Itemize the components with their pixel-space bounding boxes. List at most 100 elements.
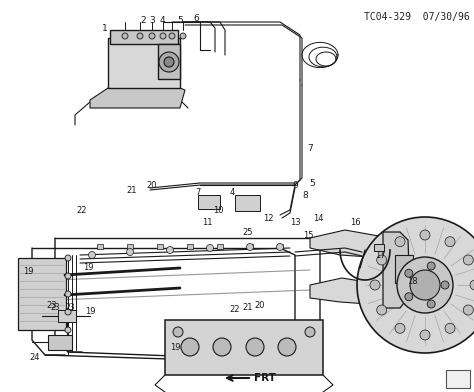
Bar <box>127 244 133 249</box>
Text: 8: 8 <box>302 191 308 200</box>
Text: 9: 9 <box>292 180 298 189</box>
Circle shape <box>377 255 387 265</box>
Text: 14: 14 <box>313 214 323 223</box>
Bar <box>108 38 180 88</box>
Text: 3: 3 <box>149 16 155 25</box>
Text: TC04-329  07/30/96: TC04-329 07/30/96 <box>364 12 470 22</box>
Circle shape <box>420 230 430 240</box>
Circle shape <box>166 247 173 254</box>
Text: 20: 20 <box>147 180 157 189</box>
Bar <box>395 255 413 283</box>
Text: 11: 11 <box>202 218 212 227</box>
Bar <box>97 244 103 249</box>
Circle shape <box>181 338 199 356</box>
Text: 5: 5 <box>309 178 315 187</box>
Text: 12: 12 <box>263 214 273 223</box>
Circle shape <box>420 330 430 340</box>
Circle shape <box>441 281 449 289</box>
Text: 16: 16 <box>350 218 360 227</box>
Circle shape <box>65 309 71 315</box>
Circle shape <box>370 280 380 290</box>
Text: 4: 4 <box>159 16 165 25</box>
Circle shape <box>137 33 143 39</box>
Circle shape <box>427 262 435 270</box>
Text: 18: 18 <box>407 278 417 287</box>
Bar <box>48 335 72 350</box>
Circle shape <box>405 293 413 301</box>
Text: 19: 19 <box>170 343 180 352</box>
Text: 21: 21 <box>243 303 253 312</box>
Polygon shape <box>310 278 385 305</box>
Circle shape <box>463 255 474 265</box>
Text: 23: 23 <box>50 303 60 312</box>
Circle shape <box>463 305 474 315</box>
Circle shape <box>276 243 283 250</box>
Circle shape <box>65 291 71 297</box>
Text: 19: 19 <box>83 263 93 272</box>
Circle shape <box>305 327 315 337</box>
Circle shape <box>395 237 405 247</box>
Polygon shape <box>90 88 185 108</box>
Bar <box>58 310 76 322</box>
Bar <box>18 258 66 330</box>
Bar <box>187 244 193 249</box>
Text: 25: 25 <box>243 227 253 236</box>
Bar <box>247 244 253 249</box>
Circle shape <box>65 273 71 279</box>
Bar <box>157 244 163 249</box>
Text: 24: 24 <box>30 354 40 363</box>
Circle shape <box>164 57 174 67</box>
Text: 10: 10 <box>213 205 223 214</box>
Text: 6: 6 <box>193 13 199 22</box>
Circle shape <box>246 243 254 250</box>
Bar <box>277 244 283 249</box>
Bar <box>374 244 384 251</box>
Text: 23: 23 <box>46 301 57 310</box>
Text: 17: 17 <box>374 250 385 260</box>
Circle shape <box>89 252 95 258</box>
Bar <box>158 44 180 79</box>
Circle shape <box>278 338 296 356</box>
Text: 13: 13 <box>290 218 301 227</box>
Circle shape <box>405 269 413 277</box>
Text: 5: 5 <box>177 16 183 25</box>
Circle shape <box>65 327 71 333</box>
Bar <box>165 320 323 375</box>
Circle shape <box>180 33 186 39</box>
Text: 22: 22 <box>230 305 240 314</box>
Circle shape <box>395 323 405 333</box>
Circle shape <box>470 280 474 290</box>
Text: 19: 19 <box>85 307 95 316</box>
Text: 7: 7 <box>195 187 201 196</box>
Circle shape <box>160 33 166 39</box>
Circle shape <box>445 323 455 333</box>
Circle shape <box>159 52 179 72</box>
Circle shape <box>65 255 71 261</box>
Bar <box>217 244 223 249</box>
Text: 1: 1 <box>102 24 108 33</box>
Circle shape <box>410 270 440 300</box>
Bar <box>198 195 220 209</box>
Circle shape <box>213 338 231 356</box>
Circle shape <box>149 33 155 39</box>
Text: 2: 2 <box>140 16 146 25</box>
Text: 21: 21 <box>127 185 137 194</box>
Polygon shape <box>383 232 410 308</box>
Circle shape <box>127 249 134 256</box>
Circle shape <box>246 338 264 356</box>
Text: 22: 22 <box>77 205 87 214</box>
Circle shape <box>397 257 453 313</box>
Text: 15: 15 <box>303 230 313 240</box>
Circle shape <box>357 217 474 353</box>
Polygon shape <box>310 230 390 258</box>
Text: 23: 23 <box>65 303 75 312</box>
Circle shape <box>173 327 183 337</box>
Text: 4: 4 <box>229 187 235 196</box>
Circle shape <box>445 237 455 247</box>
Circle shape <box>427 300 435 308</box>
Text: 7: 7 <box>307 143 313 152</box>
Bar <box>235 195 260 211</box>
Circle shape <box>122 33 128 39</box>
Text: FRT: FRT <box>254 373 276 383</box>
Text: 20: 20 <box>255 301 265 310</box>
